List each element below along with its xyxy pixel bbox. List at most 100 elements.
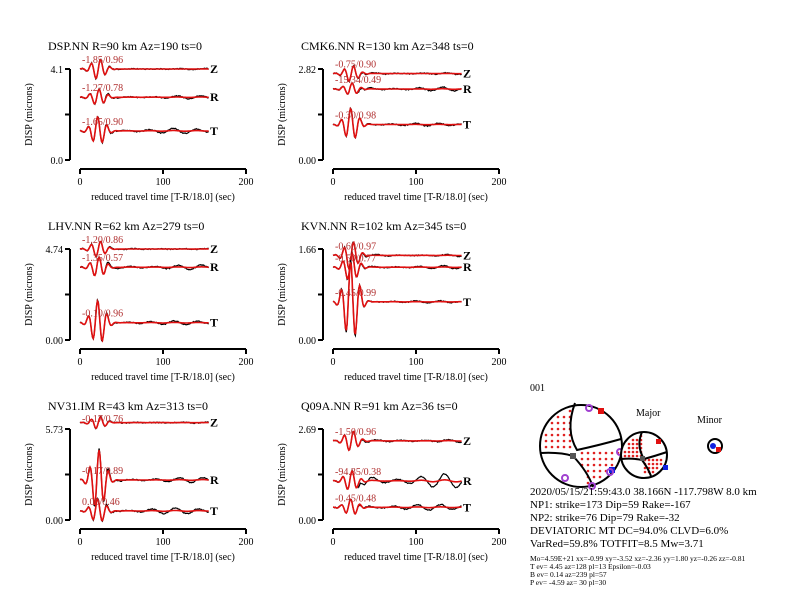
fit-label: -1.50/0.96 — [335, 427, 376, 438]
compression-dot — [598, 451, 602, 455]
component-label: R — [463, 260, 472, 274]
compression-dot — [627, 442, 631, 446]
compression-dot — [604, 463, 608, 467]
y-max-label: 1.66 — [299, 245, 317, 256]
x-tick-label: 0 — [331, 537, 336, 548]
compression-dot — [631, 442, 635, 446]
compression-dot — [586, 463, 590, 467]
compression-dot — [550, 421, 554, 425]
event-id: 001 — [530, 383, 545, 394]
compression-dot — [623, 454, 627, 458]
x-tick-label: 100 — [409, 177, 424, 188]
station-panel: Q09A.NN R=91 km Az=36 ts=0 2.69 0.00 DISP (… — [277, 399, 507, 563]
fit-label: -94.35/0.38 — [335, 467, 381, 478]
component-label: R — [210, 473, 219, 487]
compression-dot — [550, 427, 554, 431]
compression-dot — [556, 421, 560, 425]
y-max-label: 4.74 — [46, 245, 64, 256]
compression-dot — [562, 445, 566, 449]
compression-dot — [651, 458, 655, 462]
component-label: R — [463, 474, 472, 488]
compression-dot — [631, 454, 635, 458]
compression-dot — [580, 451, 584, 455]
synthetic-trace-T — [79, 298, 209, 343]
compression-dot — [562, 433, 566, 437]
compression-dot — [610, 463, 614, 467]
x-axis-label: reduced travel time [T-R/18.0] (sec) — [344, 552, 488, 563]
x-tick-label: 200 — [492, 357, 507, 368]
fit-label: -1.85/0.96 — [82, 55, 123, 66]
y-axis-label: DISP (microns) — [277, 83, 288, 146]
fit-label: -0.50/0.77 — [335, 253, 376, 264]
fit-label: -1.35/0.57 — [82, 253, 123, 264]
compression-dot — [610, 451, 614, 455]
x-tick-label: 200 — [492, 177, 507, 188]
compression-dot — [631, 446, 635, 450]
synthetic-trace-Z — [332, 65, 462, 83]
compression-dot — [643, 466, 647, 470]
x-tick-label: 100 — [156, 357, 171, 368]
compression-dot — [556, 445, 560, 449]
component-label: T — [463, 500, 471, 514]
moment-tensor-components: Mo=4.59E+21 xx=-0.99 xy=-3.52 xz=-2.36 y… — [530, 554, 746, 563]
compression-dot — [647, 458, 651, 462]
compression-dot — [562, 439, 566, 443]
compression-dot — [627, 454, 631, 458]
station-panel: DSP.NN R=90 km Az=190 ts=0 4.1 0.0 DISP (mi… — [24, 39, 254, 203]
x-axis-label: reduced travel time [T-R/18.0] (sec) — [91, 552, 235, 563]
x-tick-label: 200 — [239, 537, 254, 548]
station-panel: CMK6.NN R=130 km Az=348 ts=0 2.82 0.00 DISP… — [277, 39, 507, 203]
x-tick-label: 100 — [156, 537, 171, 548]
y-max-label: 4.1 — [51, 65, 64, 76]
compression-dot — [544, 445, 548, 449]
x-tick-label: 200 — [492, 537, 507, 548]
y-min-label: 0.00 — [46, 336, 64, 347]
synthetic-trace-R — [332, 251, 462, 280]
fit-label: -0.45/0.99 — [335, 288, 376, 299]
p-eigenvalue: P ev= -4.59 az= 30 pl=30 — [530, 578, 607, 587]
compression-dot — [562, 421, 566, 425]
compression-dot — [631, 450, 635, 454]
compression-dot — [544, 433, 548, 437]
compression-dot — [647, 462, 651, 466]
compression-dot — [635, 450, 639, 454]
component-label: T — [463, 295, 471, 309]
fit-label: -0.60/0.97 — [335, 241, 376, 252]
x-tick-label: 0 — [331, 177, 336, 188]
compression-dot — [556, 433, 560, 437]
synthetic-trace-Z — [332, 430, 462, 452]
compression-dot — [651, 466, 655, 470]
panel-title: CMK6.NN R=130 km Az=348 ts=0 — [301, 39, 474, 53]
y-min-label: 0.00 — [46, 516, 64, 527]
synthetic-trace-Z — [79, 240, 209, 258]
deviatoric-mt: DEVIATORIC MT DC=94.0% CLVD=6.0% — [530, 525, 729, 537]
compression-dot — [659, 462, 663, 466]
y-axis-label: DISP (microns) — [277, 443, 288, 506]
station-panel: LHV.NN R=62 km Az=279 ts=0 4.74 0.00 DISP (… — [24, 219, 254, 383]
synthetic-trace-R — [332, 469, 462, 490]
y-max-label: 5.73 — [46, 425, 64, 436]
fit-label: -0.75/0.90 — [335, 60, 376, 71]
compression-dot — [627, 446, 631, 450]
compression-dot — [556, 427, 560, 431]
y-axis-label: DISP (microns) — [24, 443, 35, 506]
synthetic-trace-T — [79, 497, 209, 522]
x-axis-label: reduced travel time [T-R/18.0] (sec) — [91, 372, 235, 383]
compression-dot — [592, 475, 596, 479]
y-min-label: 0.00 — [299, 516, 317, 527]
synthetic-trace-Z — [79, 58, 209, 80]
y-min-label: 0.00 — [299, 336, 317, 347]
fit-label: -0.30/0.98 — [335, 111, 376, 122]
compression-dot — [550, 439, 554, 443]
compression-dot — [568, 439, 572, 443]
fit-label: -0.45/0.48 — [335, 493, 376, 504]
y-min-label: 0.00 — [299, 156, 317, 167]
y-axis-label: DISP (microns) — [24, 83, 35, 146]
x-tick-label: 100 — [156, 177, 171, 188]
event-origin: 2020/05/15/21:59:43.0 38.166N -117.798W … — [530, 486, 757, 498]
compression-dot — [651, 470, 655, 474]
compression-dot — [598, 469, 602, 473]
x-tick-label: 200 — [239, 177, 254, 188]
compression-dot — [635, 438, 639, 442]
